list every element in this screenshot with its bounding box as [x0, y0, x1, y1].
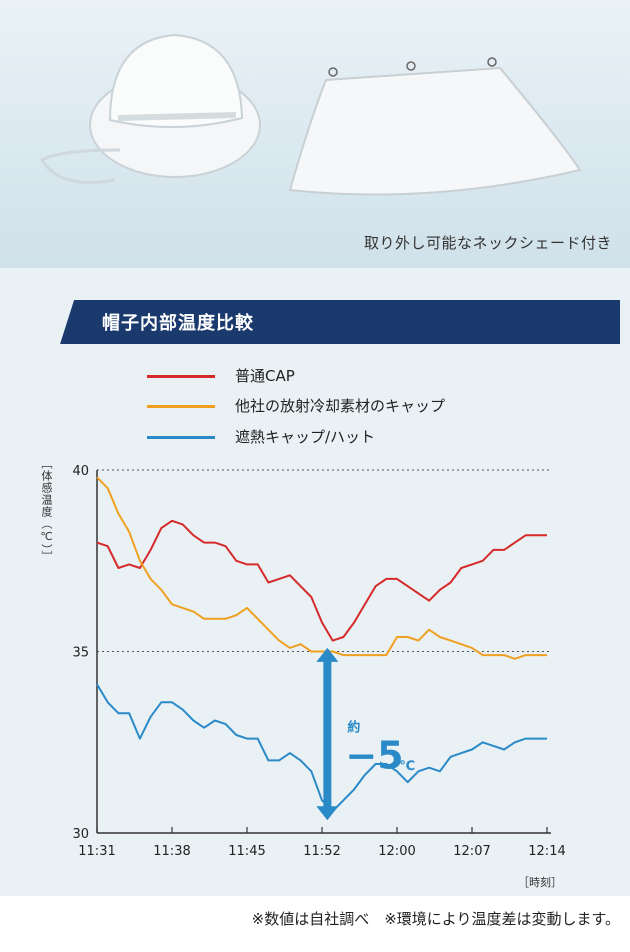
x-tick-label: 12:07: [453, 844, 490, 859]
y-tick-label: 40: [72, 464, 89, 479]
footnote: ※数値は自社調べ ※環境により温度差は変動します。: [251, 910, 620, 928]
photo-caption: 取り外し可能なネックシェード付き: [363, 234, 612, 252]
x-tick-label: 11:52: [303, 844, 340, 859]
series-line-1: [96, 519, 547, 642]
x-tick-label: 11:45: [228, 844, 265, 859]
legend-label: 普通CAP: [235, 367, 295, 385]
x-axis-unit: ［時刻］: [518, 876, 562, 889]
x-tick-label: 12:00: [378, 844, 415, 859]
arrow-head-down: [316, 806, 339, 821]
series-line-3: [96, 683, 547, 813]
x-tick-label: 11:38: [153, 844, 190, 859]
chart-panel: [0, 268, 630, 896]
annotation-value: −5: [345, 733, 403, 777]
banner-shape: [60, 300, 620, 344]
temperature-chart: 30 35 40 11:31 11:38 11:45 11:52 12:00 12:07 12:1…: [72, 464, 565, 859]
legend-swatch: [147, 436, 215, 439]
legend-label: 他社の放射冷却素材のキャップ: [235, 397, 446, 415]
x-tick-label: 12:14: [528, 844, 565, 859]
arrow-head-up: [316, 647, 339, 662]
legend-swatch: [147, 405, 215, 408]
product-photo: 取り外し可能なネックシェード付き: [0, 0, 630, 268]
x-tick-label: 11:31: [78, 844, 115, 859]
annotation-unit: ℃: [399, 759, 415, 774]
y-axis-label: ［体感温度（℃）］: [40, 458, 53, 563]
y-tick-label: 30: [72, 827, 89, 842]
chart-title: 帽子内部温度比較: [102, 313, 254, 334]
legend-swatch: [147, 375, 215, 378]
arrow-shaft: [323, 659, 332, 809]
legend-label: 遮熱キャップ/ハット: [235, 428, 376, 446]
series-line-2: [96, 476, 547, 660]
annotation-prefix: 約: [347, 719, 360, 735]
y-tick-label: 35: [72, 646, 89, 661]
footer: [0, 896, 630, 952]
chart-title-banner: [60, 300, 620, 344]
hat-and-neck-shade-image: [39, 33, 582, 196]
